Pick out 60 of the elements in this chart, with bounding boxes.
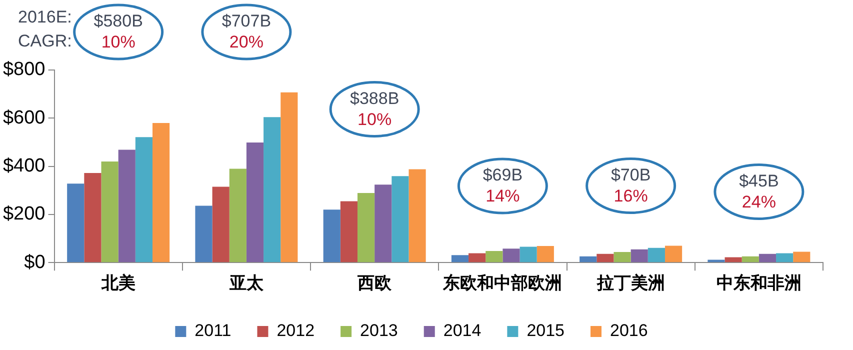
bar xyxy=(742,256,759,262)
bar xyxy=(67,184,84,262)
x-tick-label: 中东和非洲 xyxy=(716,273,802,292)
y-tick-label: $600 xyxy=(2,107,46,128)
y-tick-label: $800 xyxy=(2,59,46,80)
text: $707B 20% xyxy=(222,12,272,52)
bar xyxy=(708,260,725,262)
bar xyxy=(520,246,537,262)
y-tick-label: $400 xyxy=(2,156,46,177)
annotation: $70B 16% xyxy=(610,165,651,206)
bar xyxy=(212,186,230,262)
text: $580B 10% xyxy=(94,12,143,52)
bar xyxy=(323,210,340,262)
bar xyxy=(793,252,810,262)
bar xyxy=(468,253,486,262)
x-tick-label: 北美 xyxy=(100,273,136,292)
y-tick-label: $0 xyxy=(24,252,46,273)
bar xyxy=(580,256,597,262)
bar xyxy=(246,142,264,262)
legend-label: 2014 xyxy=(443,321,482,340)
bar xyxy=(648,248,665,262)
bar xyxy=(152,122,170,262)
bar xyxy=(451,255,469,262)
bar xyxy=(101,161,118,262)
legend-label: 2012 xyxy=(276,321,315,340)
bar xyxy=(135,137,152,262)
bar xyxy=(118,150,136,262)
bar xyxy=(776,253,794,262)
bar xyxy=(664,246,682,262)
legend-label: 2011 xyxy=(194,321,232,340)
bar xyxy=(374,184,392,262)
bar xyxy=(758,254,776,262)
legend-label: 2016 xyxy=(610,321,648,340)
bar xyxy=(614,252,631,262)
bar xyxy=(195,206,212,262)
annotation: $388B 10% xyxy=(350,88,400,129)
bar xyxy=(280,92,298,262)
x-tick-label: 西欧 xyxy=(356,273,393,292)
text: 2016E: CAGR: xyxy=(18,8,72,51)
bar xyxy=(229,168,246,262)
annotation: $69B 14% xyxy=(482,166,523,206)
bar xyxy=(630,249,648,262)
y-tick-label: $200 xyxy=(2,204,46,225)
bar xyxy=(596,254,614,262)
x-tick-label: 拉丁美洲 xyxy=(596,273,665,292)
bar xyxy=(340,201,358,262)
bar xyxy=(486,251,503,262)
bar xyxy=(357,193,375,262)
annotation: $45B 24% xyxy=(739,171,779,212)
bar xyxy=(84,173,102,262)
legend-label: 2013 xyxy=(360,321,398,340)
bar xyxy=(408,169,426,262)
bar xyxy=(264,117,281,262)
x-tick-label: 东欧和中部欧洲 xyxy=(442,273,562,292)
bar xyxy=(392,176,409,262)
bar xyxy=(502,248,520,262)
x-tick-label: 亚太 xyxy=(228,273,264,292)
bar xyxy=(724,257,742,262)
legend-label: 2015 xyxy=(526,321,565,340)
bar xyxy=(536,246,554,262)
